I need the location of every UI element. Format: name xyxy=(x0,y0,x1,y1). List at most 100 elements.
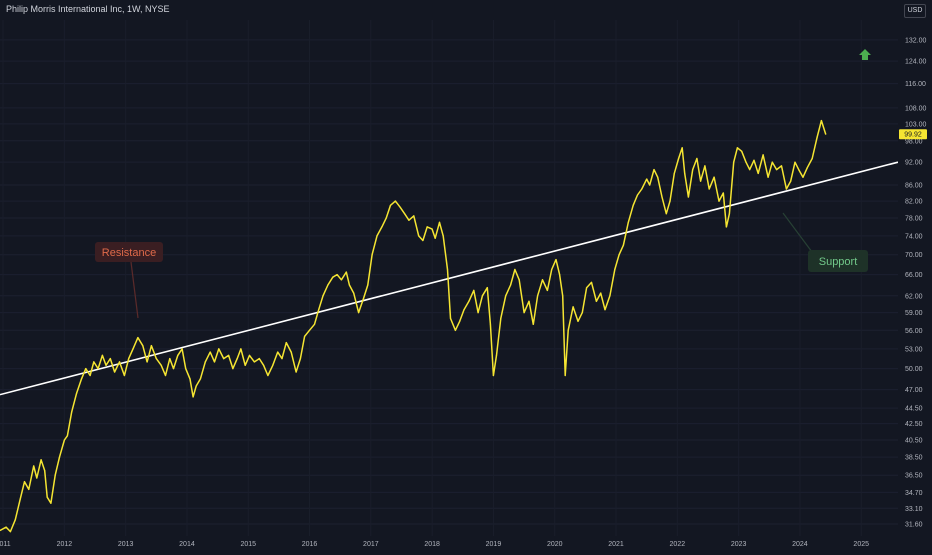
price-tick-label: 47.00 xyxy=(905,387,923,394)
price-point xyxy=(19,498,21,500)
price-point xyxy=(446,268,449,271)
price-point xyxy=(272,364,274,366)
price-tick-label: 103.00 xyxy=(905,121,927,128)
price-point xyxy=(404,213,406,215)
time-tick-label: 2025 xyxy=(853,541,869,548)
price-point xyxy=(572,306,574,308)
price-tick-label: 66.00 xyxy=(905,272,923,279)
price-tick-label: 124.00 xyxy=(905,59,927,66)
price-point xyxy=(442,235,444,237)
price-point xyxy=(692,169,694,171)
price-point xyxy=(253,361,255,363)
price-tick-label: 34.70 xyxy=(905,490,923,497)
resistance-callout-box xyxy=(95,242,163,262)
price-point xyxy=(678,157,680,160)
price-point xyxy=(236,358,238,360)
price-tick-label: 78.00 xyxy=(905,216,923,223)
price-point xyxy=(673,172,675,174)
price-point xyxy=(146,361,148,363)
price-point xyxy=(362,297,365,300)
price-point xyxy=(389,204,392,206)
last-price-label: 99.92 xyxy=(904,132,922,139)
price-point xyxy=(657,176,659,178)
price-point xyxy=(9,531,11,533)
price-tick-label: 33.10 xyxy=(905,506,923,513)
support-label: Support xyxy=(819,256,858,268)
price-axis: 31.60 33.10 34.70 36.50 38.50 40.50 42.50 44.50… xyxy=(898,0,932,550)
price-point xyxy=(609,295,611,297)
price-point xyxy=(40,459,42,461)
price-point xyxy=(232,368,234,370)
price-point xyxy=(581,312,583,314)
price-point xyxy=(23,481,26,483)
price-point xyxy=(559,274,561,276)
price-point xyxy=(28,488,30,490)
price-point xyxy=(505,295,507,297)
price-point xyxy=(600,292,602,294)
price-point xyxy=(189,378,191,380)
price-point xyxy=(345,271,347,273)
currency-button[interactable]: USD xyxy=(904,4,926,18)
price-point xyxy=(80,378,83,380)
price-point xyxy=(385,217,387,219)
price-point xyxy=(172,368,175,370)
price-point xyxy=(825,133,827,135)
price-point xyxy=(495,354,498,356)
price-point xyxy=(169,358,171,360)
price-point xyxy=(413,215,415,217)
price-point xyxy=(510,284,512,286)
price-tick-label: 108.00 xyxy=(905,105,927,112)
time-tick-label: 2014 xyxy=(179,541,195,548)
price-point xyxy=(798,169,800,171)
price-point xyxy=(567,329,569,331)
time-tick-label: 2020 xyxy=(547,541,563,548)
price-point xyxy=(646,178,648,180)
price-point xyxy=(340,279,342,281)
price-point xyxy=(228,354,230,356)
price-point xyxy=(733,161,735,163)
price-point xyxy=(780,165,783,167)
price-point xyxy=(285,342,287,344)
price-point xyxy=(332,276,334,278)
price-point xyxy=(304,335,306,337)
price-point xyxy=(661,196,663,198)
support-pointer xyxy=(782,212,813,253)
price-point xyxy=(258,358,260,360)
price-tick-label: 132.00 xyxy=(905,37,927,44)
price-point xyxy=(728,213,731,215)
price-point xyxy=(371,254,373,256)
price-point xyxy=(199,378,201,380)
time-tick-label: 2021 xyxy=(608,541,624,548)
price-point xyxy=(477,312,479,314)
price-point xyxy=(492,374,494,377)
price-point xyxy=(681,147,683,149)
price-point xyxy=(223,358,225,360)
price-point xyxy=(684,172,686,174)
price-point xyxy=(604,309,606,311)
price-tick-label: 116.00 xyxy=(905,81,926,88)
trendline-group xyxy=(0,161,899,396)
price-point xyxy=(794,161,796,163)
up-arrow-icon xyxy=(859,49,871,60)
price-point xyxy=(431,228,433,230)
price-point xyxy=(489,323,491,325)
price-axis-panel xyxy=(898,0,932,550)
price-point xyxy=(0,529,1,532)
price-point xyxy=(518,279,520,281)
time-tick-label: 2019 xyxy=(486,541,502,548)
price-tick-label: 56.00 xyxy=(905,328,923,335)
price-point xyxy=(586,287,588,289)
price-point xyxy=(160,364,162,366)
price-point xyxy=(537,295,539,297)
price-point xyxy=(277,351,279,353)
price-point xyxy=(376,235,378,237)
price-point xyxy=(240,348,242,350)
price-tick-label: 82.00 xyxy=(905,199,923,206)
trend-line xyxy=(0,161,899,396)
price-point xyxy=(399,206,401,208)
time-axis-panel xyxy=(0,536,932,550)
price-point xyxy=(595,300,598,302)
price-point xyxy=(263,364,265,366)
symbol-title: Philip Morris International Inc, 1W, NYS… xyxy=(6,4,170,14)
